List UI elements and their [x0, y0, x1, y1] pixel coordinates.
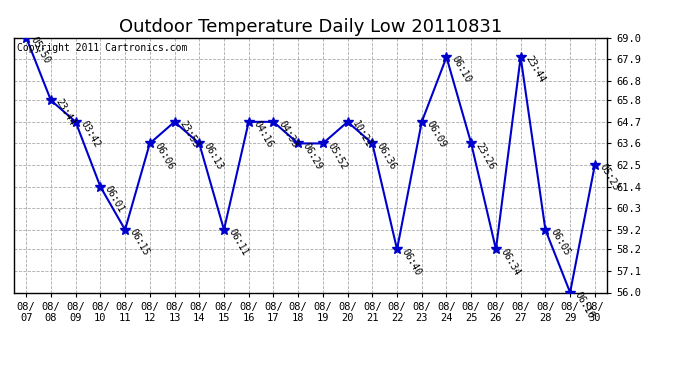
Text: 06:09: 06:09	[424, 119, 448, 150]
Text: 04:33: 04:33	[276, 119, 299, 150]
Text: 23:53: 23:53	[177, 119, 201, 150]
Text: 06:10: 06:10	[449, 54, 473, 85]
Text: 05:52: 05:52	[326, 141, 349, 171]
Text: 03:42: 03:42	[79, 119, 101, 150]
Text: 06:34: 06:34	[499, 247, 522, 277]
Text: 06:15: 06:15	[128, 227, 151, 257]
Text: 06:13: 06:13	[202, 141, 226, 171]
Text: Copyright 2011 Cartronics.com: Copyright 2011 Cartronics.com	[17, 43, 187, 52]
Text: 06:40: 06:40	[400, 247, 423, 277]
Text: 06:05: 06:05	[548, 227, 571, 257]
Text: 06:11: 06:11	[227, 227, 250, 257]
Text: 23:26: 23:26	[474, 141, 497, 171]
Text: 04:16: 04:16	[251, 119, 275, 150]
Text: 10:21: 10:21	[351, 119, 374, 150]
Text: 06:36: 06:36	[375, 141, 398, 171]
Text: 06:06: 06:06	[152, 141, 176, 171]
Text: 23:44: 23:44	[54, 98, 77, 128]
Text: 23:44: 23:44	[524, 54, 546, 85]
Text: 06:01: 06:01	[103, 184, 126, 214]
Title: Outdoor Temperature Daily Low 20110831: Outdoor Temperature Daily Low 20110831	[119, 18, 502, 36]
Text: 06:10: 06:10	[573, 290, 596, 320]
Text: 05:50: 05:50	[29, 35, 52, 65]
Text: 05:23: 05:23	[598, 162, 621, 193]
Text: 06:29: 06:29	[301, 141, 324, 171]
